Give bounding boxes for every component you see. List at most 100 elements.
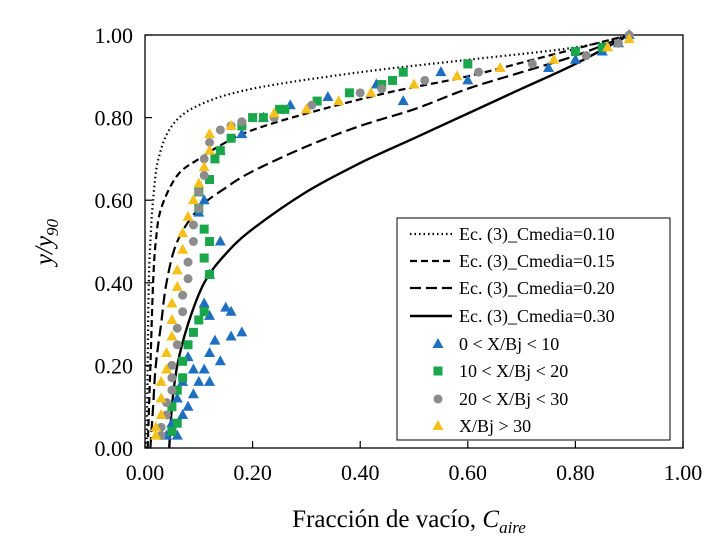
axis-ticks: 0.00 0.20 0.40 0.60 0.80 1.00 0.00 0.20 0.40 0.60… — [95, 23, 703, 485]
data-point-series-4 — [451, 70, 463, 81]
data-point-series-2 — [344, 88, 354, 98]
data-point-series-2 — [215, 146, 225, 156]
y-axis-title: y/y90 — [31, 218, 62, 268]
data-point-series-1 — [198, 297, 210, 308]
data-point-series-3 — [474, 67, 484, 77]
data-point-series-3 — [167, 373, 177, 383]
data-point-series-4 — [204, 128, 216, 139]
data-point-series-2 — [597, 42, 607, 52]
data-point-series-3 — [205, 137, 215, 147]
data-point-series-1 — [204, 347, 216, 358]
data-point-series-2 — [387, 75, 397, 85]
data-point-series-4 — [155, 408, 167, 419]
data-point-series-2 — [205, 270, 215, 280]
data-point-series-3 — [194, 203, 204, 213]
data-point-series-4 — [204, 144, 216, 155]
data-point-series-3 — [194, 187, 204, 197]
data-point-series-2 — [167, 402, 177, 412]
data-point-series-1 — [171, 392, 183, 403]
data-point-series-2 — [248, 113, 258, 123]
data-point-series-1 — [435, 66, 447, 77]
data-point-series-2 — [172, 418, 182, 428]
data-point-series-4 — [408, 78, 420, 89]
y-tick-label: 1.00 — [95, 23, 134, 48]
data-point-series-3 — [167, 360, 177, 370]
data-point-series-2 — [463, 59, 473, 69]
x-tick-label: 0.00 — [126, 460, 165, 485]
data-point-series-1 — [236, 128, 248, 139]
data-point-series-2 — [178, 373, 188, 383]
data-point-series-2 — [570, 47, 580, 57]
legend-label: Ec. (3)_Cmedia=0.20 — [459, 278, 615, 299]
data-point-series-3 — [188, 237, 198, 246]
x-tick-label: 0.20 — [233, 460, 272, 485]
data-point-series-3 — [183, 274, 193, 284]
data-point-series-1 — [198, 194, 210, 205]
data-point-series-1 — [322, 90, 334, 101]
data-point-series-2 — [199, 307, 209, 317]
data-point-series-3 — [613, 38, 623, 48]
data-point-series-3 — [199, 170, 209, 180]
y-tick-label: 0.40 — [95, 271, 134, 296]
data-point-series-4 — [623, 33, 635, 44]
data-point-series-2 — [178, 356, 188, 366]
data-point-series-1 — [204, 375, 216, 386]
data-point-series-3 — [172, 340, 182, 350]
data-point-series-4 — [333, 95, 345, 106]
data-point-series-2 — [226, 133, 236, 143]
legend-swatch-marker — [433, 394, 443, 404]
data-point-series-4 — [150, 421, 162, 432]
data-point-series-3 — [581, 51, 591, 61]
data-point-series-1 — [171, 429, 183, 440]
data-point-series-4 — [171, 264, 183, 275]
data-point-series-1 — [198, 363, 210, 374]
data-point-series-2 — [183, 340, 193, 350]
data-point-series-4 — [166, 330, 178, 341]
data-point-series-1 — [177, 408, 189, 419]
data-point-series-3 — [183, 257, 193, 267]
data-point-series-3 — [527, 59, 537, 69]
data-point-series-4 — [166, 313, 178, 324]
data-point-series-2 — [188, 327, 198, 337]
y-tick-label: 0.20 — [95, 353, 134, 378]
data-point-series-4 — [548, 53, 560, 64]
data-point-series-2 — [172, 385, 182, 395]
data-point-series-3 — [355, 88, 365, 98]
data-point-series-3 — [377, 84, 387, 94]
data-point-series-3 — [178, 290, 188, 300]
data-point-series-4 — [161, 347, 173, 358]
data-point-series-1 — [182, 400, 194, 411]
data-point-series-4 — [268, 107, 280, 118]
legend-label: 10 < X/Bj < 20 — [459, 361, 568, 381]
data-point-series-4 — [198, 161, 210, 172]
data-point-series-2 — [312, 96, 322, 106]
data-point-series-4 — [193, 177, 205, 188]
data-point-series-4 — [494, 62, 506, 73]
data-point-series-4 — [177, 243, 189, 254]
y-tick-label: 0.80 — [95, 106, 134, 131]
data-point-series-1 — [543, 62, 554, 73]
data-point-series-1 — [209, 334, 221, 345]
data-point-series-3 — [420, 75, 430, 85]
legend-swatch-marker — [432, 420, 444, 430]
data-point-series-1 — [462, 74, 474, 85]
data-point-series-1 — [236, 326, 248, 337]
data-point-series-2 — [398, 67, 408, 77]
legend-label: 0 < X/Bj < 10 — [459, 334, 559, 354]
data-point-series-3 — [237, 117, 247, 127]
data-point-series-1 — [187, 363, 199, 374]
x-tick-label: 0.80 — [556, 460, 595, 485]
data-point-series-1 — [214, 355, 226, 366]
data-point-series-4 — [225, 119, 237, 130]
data-point-series-1 — [220, 301, 232, 312]
data-point-series-1 — [225, 330, 237, 341]
data-point-series-4 — [166, 297, 178, 308]
legend-box — [396, 217, 671, 441]
curve-3 — [149, 33, 630, 449]
data-point-series-2 — [199, 224, 209, 234]
data-point-series-2 — [167, 426, 177, 436]
data-point-series-1 — [214, 235, 226, 246]
legend-label: Ec. (3)_Cmedia=0.15 — [459, 251, 615, 272]
data-point-series-2 — [205, 237, 215, 246]
